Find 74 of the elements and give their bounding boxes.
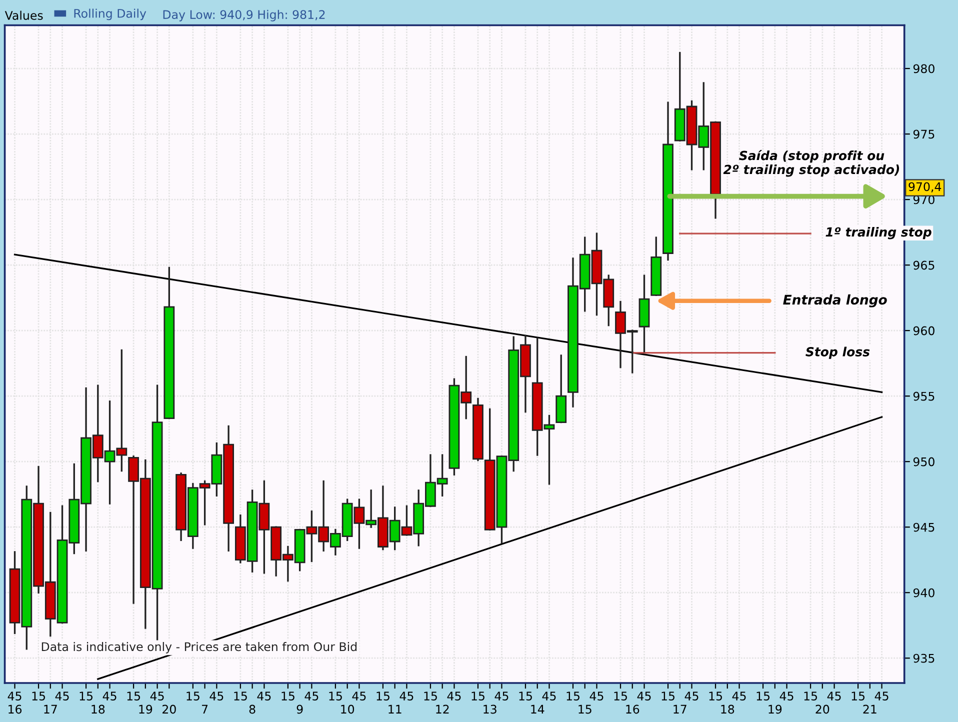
y-tick-label: 960 <box>913 326 934 336</box>
y-tick-label: 950 <box>913 457 934 466</box>
x-tick-label: 45 <box>827 692 841 700</box>
x-tick-label: 15 <box>127 692 140 700</box>
annotation: 1º trailing stop <box>826 227 932 240</box>
x-tick-label: 19 <box>768 704 782 714</box>
x-tick-label: 15 <box>472 692 484 700</box>
x-tick-label: 12 <box>436 704 449 714</box>
x-tick-label: 16 <box>626 704 640 714</box>
x-tick-label: 15 <box>376 692 390 700</box>
x-tick-label: 7 <box>202 704 208 714</box>
x-tick-label: 45 <box>732 692 746 700</box>
y-tick-label: 940 <box>913 588 934 598</box>
x-tick-label: 8 <box>249 704 256 714</box>
x-tick-label: 45 <box>590 692 604 700</box>
annotation: Entrada longo <box>783 294 887 308</box>
x-tick-label: 18 <box>721 704 734 714</box>
x-tick-label: 9 <box>296 704 303 714</box>
x-tick-label: 15 <box>424 692 437 700</box>
x-tick-label: 45 16 <box>8 692 22 714</box>
x-tick-label: 45 <box>55 692 69 700</box>
x-tick-label: 45 <box>447 692 461 700</box>
x-tick-label: 15 <box>614 692 627 700</box>
x-tick-label: 15 <box>80 692 93 700</box>
x-tick-label: 15 <box>578 704 592 714</box>
chart-title: Values <box>4 10 43 20</box>
y-tick-label: 975 <box>913 130 934 139</box>
x-tick-label: 21 <box>863 704 876 714</box>
text: 970,4 <box>908 182 942 192</box>
x-tick-label: 15 <box>566 692 580 700</box>
annotation: Data is indicative only - Prices are taken from Our Bid <box>42 642 357 654</box>
y-tick-label: 965 <box>913 260 934 270</box>
x-tick-label: 45 <box>102 692 116 700</box>
x-tick-label: 14 <box>531 704 544 714</box>
x-tick-label: 11 <box>388 704 402 714</box>
x-tick-label: 17 <box>44 704 57 714</box>
x-tick-label: 45 <box>304 692 318 700</box>
x-tick-label: 45 <box>874 692 888 700</box>
x-tick-label: 45 <box>150 692 164 700</box>
x-tick-label: 20 <box>162 704 176 714</box>
text: Rolling Daily <box>74 8 146 20</box>
y-tick-label: 945 <box>913 522 934 532</box>
x-tick-label: 45 <box>637 692 651 700</box>
x-tick-label: 45 <box>780 692 794 700</box>
y-tick-label: 980 <box>913 64 934 74</box>
x-tick-label: 45 <box>400 692 414 700</box>
x-tick-label: 15 <box>329 692 342 700</box>
x-tick-label: 15 <box>282 692 294 700</box>
x-tick-label: 15 <box>804 692 818 700</box>
x-tick-label: 15 <box>852 692 865 700</box>
x-tick-label: 45 <box>257 692 271 700</box>
x-tick-label: 10 <box>341 704 354 714</box>
x-tick-label: 45 <box>684 692 698 700</box>
x-tick-label: 45 <box>494 692 508 700</box>
x-tick-label: 17 <box>674 704 686 714</box>
x-tick-label: 13 <box>484 704 496 714</box>
annotation: Saída (stop profit ou 2º trailing stop activado) <box>723 150 900 177</box>
x-tick-label: 15 <box>234 692 247 700</box>
x-tick-label: 15 <box>709 692 722 700</box>
x-tick-label: 15 <box>32 692 45 700</box>
x-tick-label: 45 <box>542 692 556 700</box>
text: Day Low: 940,9 High: 981,2 <box>163 10 325 22</box>
annotation: Stop loss <box>806 346 870 359</box>
x-tick-label: 15 <box>756 692 770 700</box>
x-tick-label: 45 <box>352 692 366 700</box>
x-tick-label: 45 <box>210 692 224 700</box>
x-tick-label: 18 <box>92 704 105 714</box>
y-tick-label: 955 <box>913 392 934 401</box>
x-tick-label: 15 <box>186 692 200 700</box>
y-tick-label: 935 <box>913 654 934 663</box>
x-tick-label: 19 <box>139 704 152 714</box>
x-tick-label: 15 <box>519 692 532 700</box>
x-tick-label: 15 <box>662 692 674 700</box>
x-tick-label: 20 <box>816 704 830 714</box>
